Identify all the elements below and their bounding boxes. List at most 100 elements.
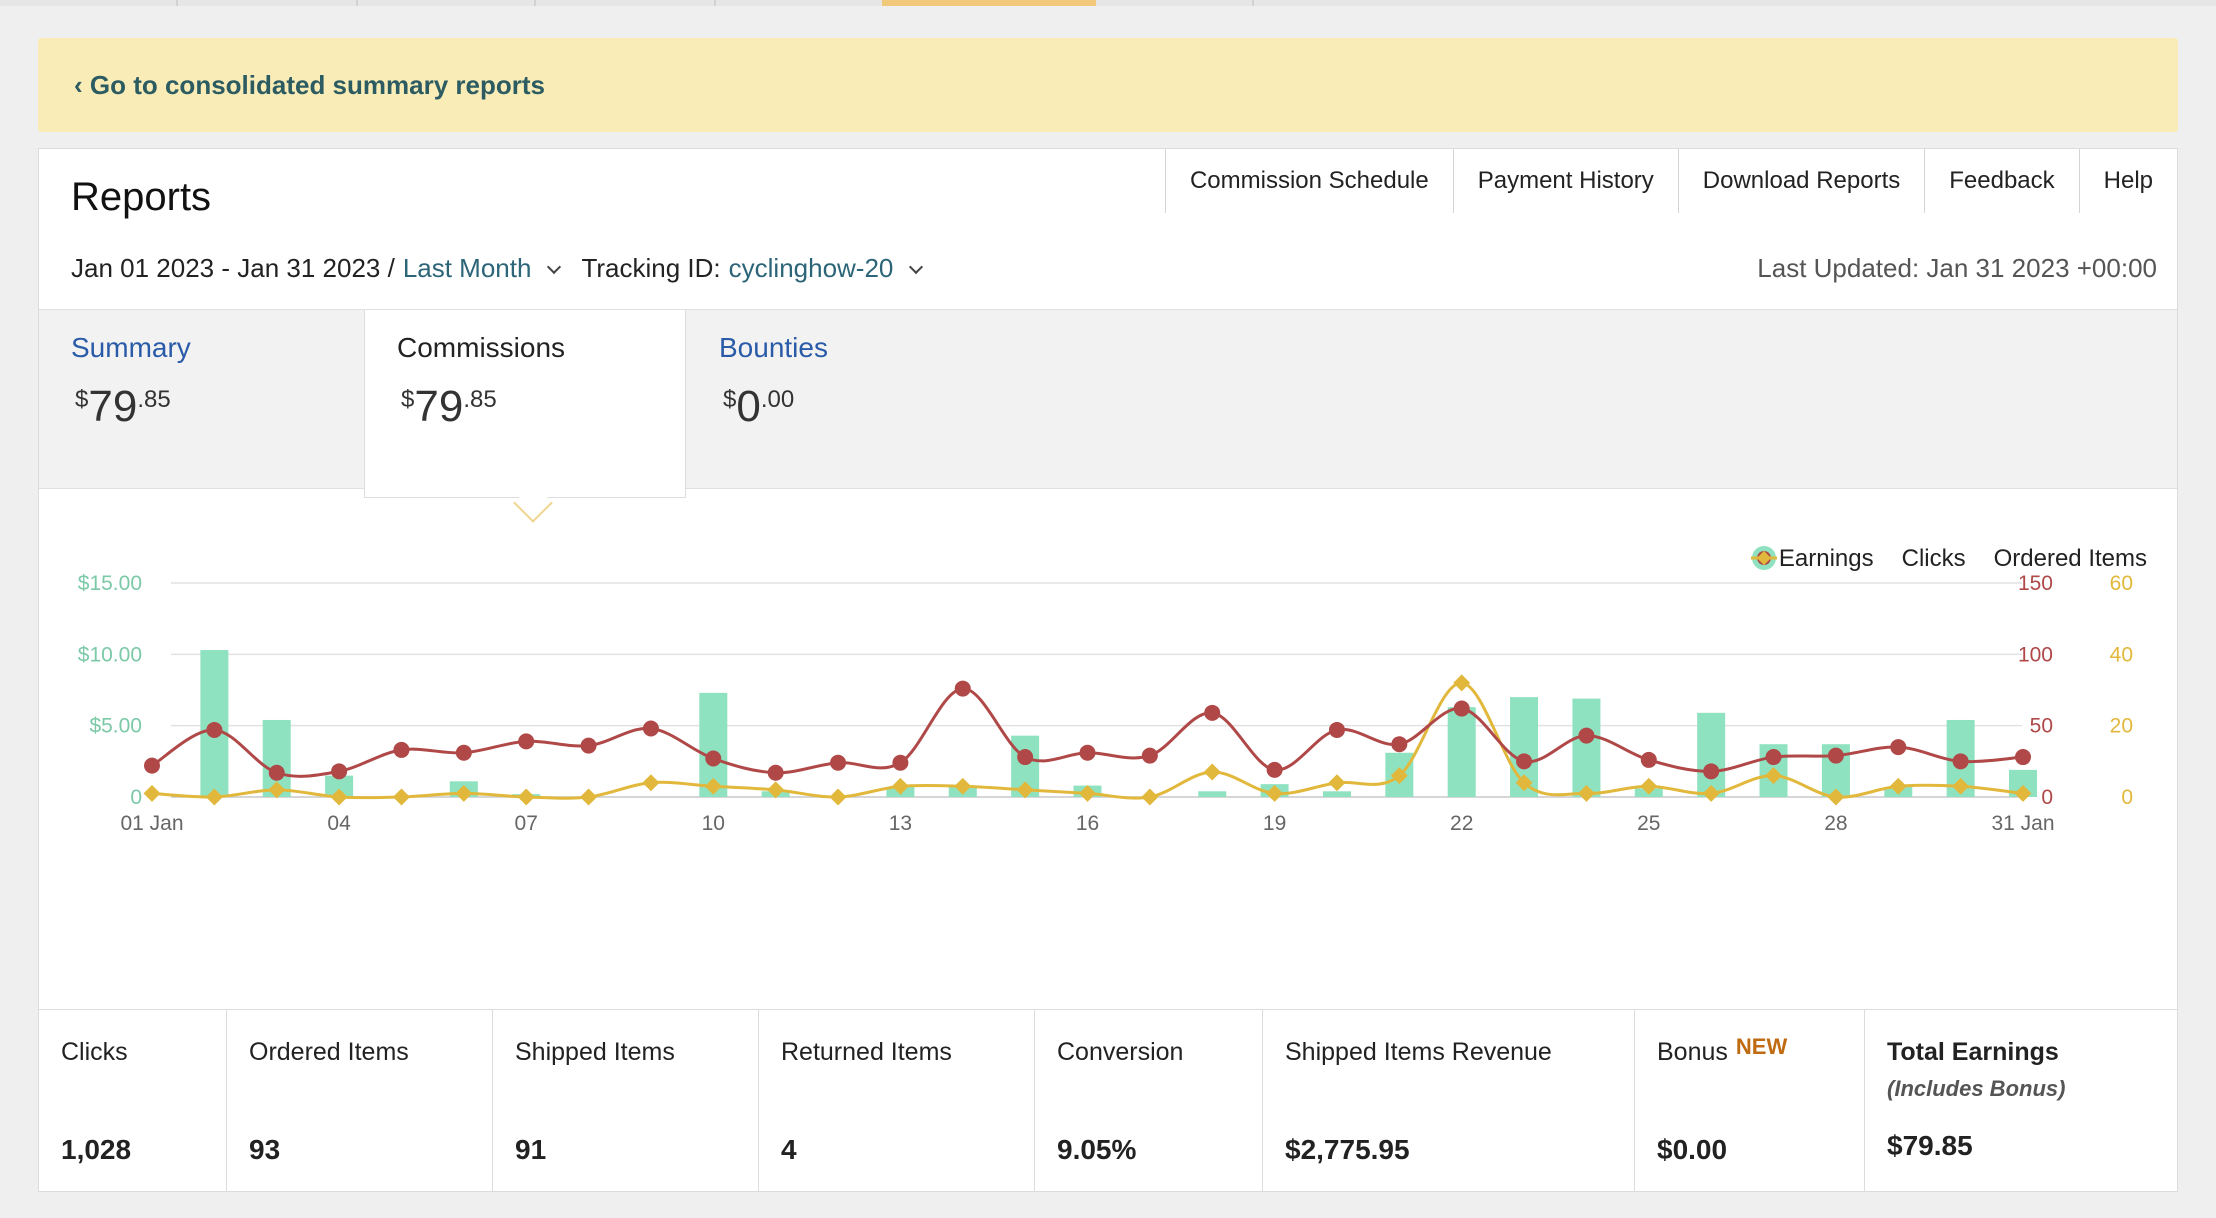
earnings-bar	[1447, 707, 1476, 797]
ordered-items-line	[151, 681, 2024, 800]
stat-shipped-items: Shipped Items 91	[493, 1010, 759, 1192]
consolidated-banner: ‹ Go to consolidated summary reports	[38, 38, 2178, 132]
clicks-point	[455, 744, 472, 761]
nav-divider	[714, 0, 716, 6]
help-button[interactable]: Help	[2079, 149, 2177, 213]
y-left-tick-label: $15.00	[78, 572, 142, 595]
stat-clicks: Clicks 1,028	[39, 1010, 227, 1192]
ordered-items-point	[891, 777, 909, 795]
report-filters: Jan 01 2023 - Jan 31 2023 / Last Month T…	[71, 253, 939, 284]
nav-divider	[534, 0, 536, 6]
clicks-point	[1640, 751, 1657, 768]
tab-bounties[interactable]: Bounties $0.00	[687, 310, 1009, 490]
legend-earnings[interactable]: Earnings	[1751, 545, 1874, 573]
clicks-point	[1141, 747, 1158, 764]
stat-sublabel: (Includes Bonus)	[1887, 1076, 2066, 1101]
amount-integer: 0	[736, 382, 761, 431]
y-right-items-tick-label: 40	[2110, 643, 2133, 666]
stat-total-earnings: Total Earnings (Includes Bonus) $79.85	[1865, 1010, 2177, 1192]
tab-commissions-label: Commissions	[397, 332, 566, 363]
clicks-point	[1204, 704, 1221, 721]
clicks-point	[580, 737, 597, 754]
clicks-point	[206, 721, 223, 738]
ordered-items-point	[580, 788, 598, 806]
stat-label: Ordered Items	[249, 1038, 409, 1066]
stat-label: Total Earnings	[1887, 1038, 2059, 1066]
legend-clicks-label: Clicks	[1901, 545, 1966, 572]
amount-decimal: .85	[463, 386, 497, 413]
currency-symbol: $	[723, 386, 737, 413]
ordered-items-point	[1827, 788, 1845, 806]
y-right-clicks-tick-label: 0	[2041, 786, 2053, 809]
tab-summary-amount: $79.85	[75, 382, 171, 432]
feedback-button[interactable]: Feedback	[1925, 149, 2080, 213]
x-tick-label: 22	[1450, 812, 1473, 835]
clicks-point	[1578, 727, 1595, 744]
nav-divider	[176, 0, 178, 6]
legend-clicks[interactable]: Clicks	[1750, 545, 1966, 573]
ordered-items-swatch-icon	[1750, 550, 1777, 566]
clicks-point	[830, 754, 847, 771]
x-tick-label: 16	[1076, 812, 1099, 835]
clicks-point	[2015, 749, 2031, 766]
clicks-point	[1017, 749, 1034, 766]
last-updated-text: Last Updated: Jan 31 2023 +00:00	[1757, 253, 2157, 283]
chevron-down-icon[interactable]	[909, 259, 924, 274]
tab-summary[interactable]: Summary $79.85	[39, 310, 361, 490]
commission-schedule-button[interactable]: Commission Schedule	[1165, 149, 1454, 213]
legend-ordered-items[interactable]: Ordered Items	[1750, 545, 2147, 573]
clicks-point	[144, 757, 160, 774]
legend-ordered-items-label: Ordered Items	[1993, 545, 2147, 572]
x-tick-label: 28	[1824, 812, 1847, 835]
tracking-id-dropdown[interactable]: cyclinghow-20	[728, 253, 894, 283]
stat-value: 93	[249, 1134, 281, 1165]
ordered-items-point	[1016, 781, 1034, 799]
ordered-items-point	[392, 788, 410, 806]
earnings-bar	[1697, 712, 1726, 797]
y-right-clicks-tick-label: 150	[2018, 572, 2053, 595]
stat-label: Returned Items	[781, 1038, 952, 1066]
tab-commissions[interactable]: Commissions $79.85	[364, 310, 686, 498]
x-tick-label: 31 Jan	[1991, 812, 2054, 835]
period-dropdown[interactable]: Last Month	[402, 253, 532, 283]
ordered-items-point	[1952, 777, 1970, 795]
ordered-items-point	[704, 777, 722, 795]
new-badge: NEW	[1735, 1034, 1788, 1059]
tab-bounties-label: Bounties	[719, 332, 828, 363]
clicks-point	[268, 764, 285, 781]
reports-panel: Reports Commission Schedule Payment Hist…	[38, 148, 2178, 1192]
tracking-id-label: Tracking ID:	[581, 253, 721, 283]
nav-divider	[356, 0, 358, 6]
report-tabs: Summary $79.85 Commissions $79.85 Bounti…	[39, 309, 2177, 498]
clicks-point	[1453, 700, 1470, 717]
stat-value: $2,775.95	[1285, 1134, 1410, 1165]
x-tick-label: 07	[515, 812, 538, 835]
ordered-items-point	[1640, 777, 1658, 795]
y-left-tick-label: $10.00	[78, 643, 142, 666]
x-tick-label: 19	[1263, 812, 1286, 835]
y-right-clicks-tick-label: 100	[2018, 643, 2053, 666]
tab-summary-label: Summary	[71, 332, 191, 363]
payment-history-button[interactable]: Payment History	[1453, 149, 1679, 213]
ordered-items-point	[1141, 788, 1159, 806]
chevron-down-icon[interactable]	[547, 259, 562, 274]
clicks-point	[1391, 736, 1408, 753]
earnings-bar	[325, 775, 354, 797]
page-title: Reports	[71, 175, 212, 219]
consolidated-reports-link[interactable]: ‹ Go to consolidated summary reports	[74, 70, 545, 100]
chart-canvas: 0 0 0 $5.00 50 20 $10.00 100 40 $15.00 150 60 01 Jan…	[78, 572, 2133, 835]
clicks-point	[1079, 744, 1096, 761]
ordered-items-point	[1515, 774, 1533, 792]
stat-label: Conversion	[1057, 1038, 1184, 1066]
x-tick-label: 25	[1637, 812, 1660, 835]
clicks-point	[1952, 753, 1969, 770]
tab-bounties-amount: $0.00	[723, 382, 794, 432]
ordered-items-point	[455, 784, 473, 802]
earnings-bar	[1198, 791, 1227, 797]
clicks-point	[1328, 721, 1345, 738]
earnings-bar	[1322, 791, 1351, 797]
download-reports-button[interactable]: Download Reports	[1678, 149, 1926, 213]
legend-earnings-label: Earnings	[1778, 545, 1874, 572]
reports-toolbar: Commission Schedule Payment History Down…	[1164, 149, 2177, 213]
x-tick-label: 13	[889, 812, 912, 835]
